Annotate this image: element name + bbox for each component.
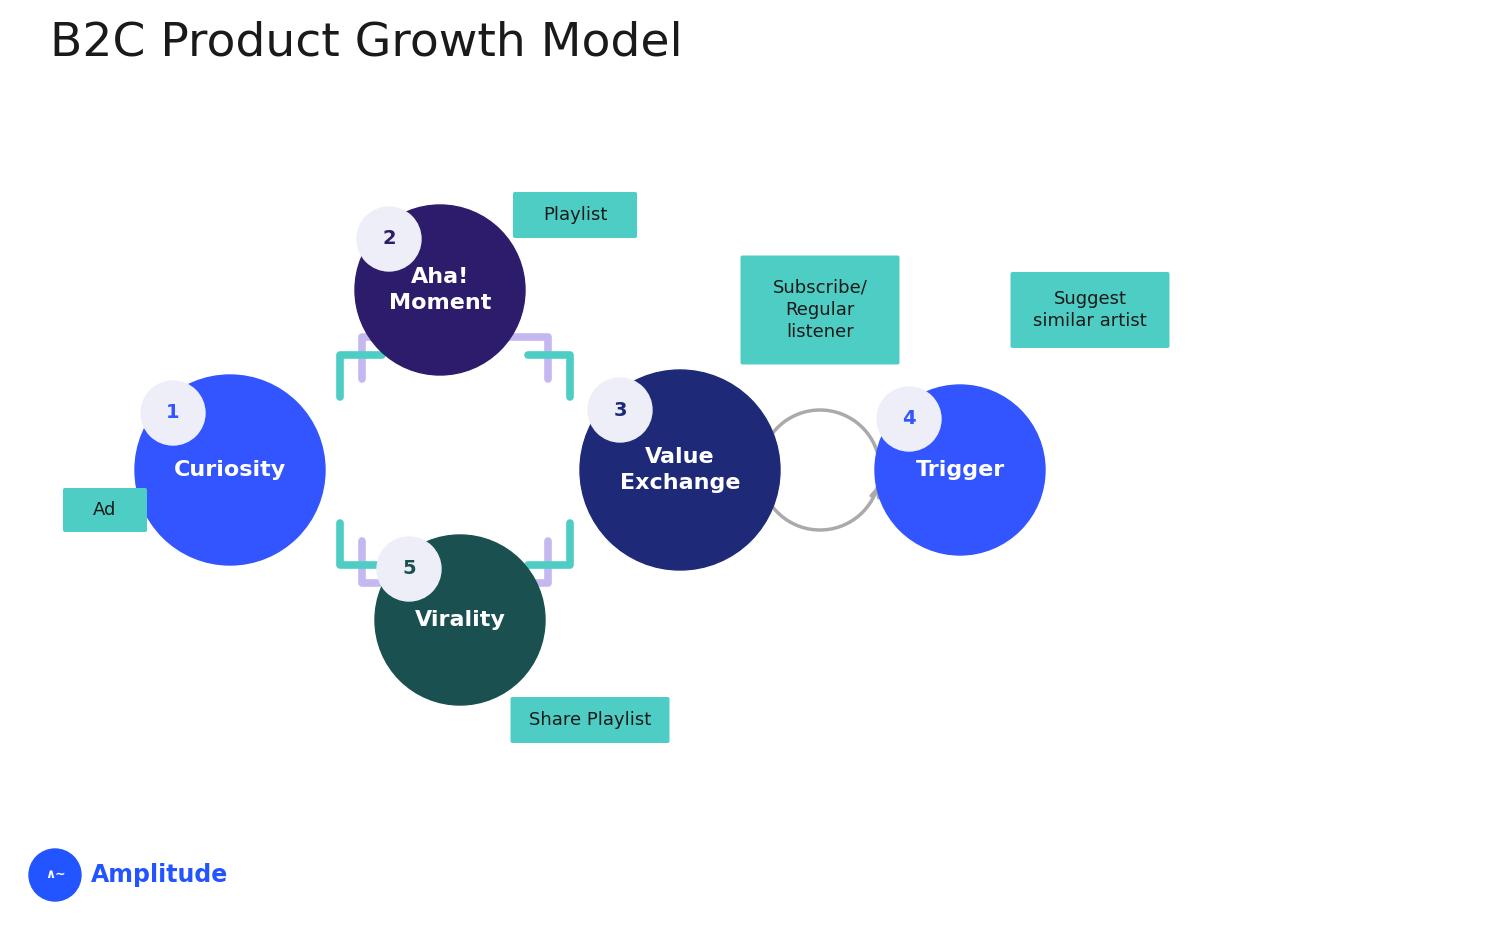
Text: Share Playlist: Share Playlist — [528, 711, 651, 729]
Text: Playlist: Playlist — [543, 206, 608, 224]
Text: Amplitude: Amplitude — [92, 863, 228, 887]
Text: 2: 2 — [383, 229, 396, 249]
Text: Ad: Ad — [93, 501, 117, 519]
Text: ∧∼: ∧∼ — [45, 869, 66, 882]
Circle shape — [141, 381, 206, 445]
FancyBboxPatch shape — [510, 697, 669, 743]
Text: Curiosity: Curiosity — [174, 460, 287, 480]
Circle shape — [357, 207, 420, 271]
Circle shape — [135, 375, 326, 565]
Text: 3: 3 — [614, 401, 627, 420]
FancyBboxPatch shape — [740, 255, 899, 364]
Circle shape — [375, 535, 545, 705]
Text: Subscribe/
Regular
listener: Subscribe/ Regular listener — [773, 279, 868, 341]
FancyBboxPatch shape — [1010, 272, 1169, 348]
Circle shape — [877, 387, 941, 451]
Circle shape — [29, 849, 81, 901]
Text: Virality: Virality — [414, 610, 506, 630]
FancyBboxPatch shape — [513, 192, 636, 238]
Circle shape — [588, 378, 651, 442]
Text: 5: 5 — [402, 560, 416, 578]
Text: 1: 1 — [167, 404, 180, 423]
Text: Aha!
Moment: Aha! Moment — [389, 267, 491, 314]
FancyBboxPatch shape — [63, 488, 147, 532]
Circle shape — [875, 385, 1045, 555]
Circle shape — [356, 205, 525, 375]
Text: Trigger: Trigger — [916, 460, 1004, 480]
Circle shape — [377, 537, 441, 601]
Circle shape — [579, 370, 781, 570]
Text: Suggest
similar artist: Suggest similar artist — [1033, 290, 1147, 331]
Text: 4: 4 — [902, 409, 916, 428]
Text: Value
Exchange: Value Exchange — [620, 447, 740, 493]
Text: B2C Product Growth Model: B2C Product Growth Model — [50, 20, 683, 65]
